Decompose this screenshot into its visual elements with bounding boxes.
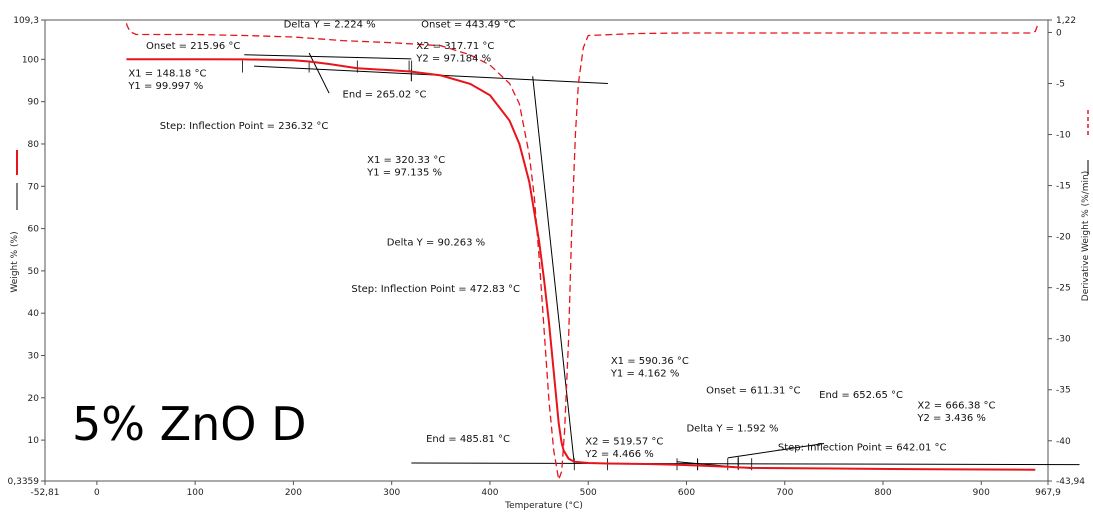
x-tick-label: 100	[187, 488, 204, 498]
annotation-label: Delta Y = 1.592 %	[686, 424, 778, 435]
annotation-label: Step: Inflection Point = 236.32 °C	[160, 121, 329, 132]
y-tick-label: 70	[28, 182, 40, 192]
y-tick-label: 30	[28, 351, 40, 361]
annotation-line	[727, 443, 825, 459]
y-tick-label: 0,3359	[8, 477, 40, 487]
annotation-label: Y2 = 97.184 %	[415, 53, 491, 64]
x-tick-label: 500	[580, 488, 597, 498]
y-tick-label: 20	[28, 394, 40, 404]
y-axis-title: Weight % (%)	[10, 231, 20, 292]
y-tick-label: 109,3	[13, 16, 39, 26]
weight-curve	[126, 58, 1036, 471]
annotation-label: Onset = 443.49 °C	[421, 20, 515, 31]
y2-tick-label: 1,22	[1056, 16, 1076, 26]
y2-tick-label: -40	[1056, 437, 1071, 447]
annotation-label: X1 = 590.36 °C	[611, 356, 689, 367]
annotation-label: Onset = 611.31 °C	[706, 386, 800, 397]
annotation-line	[411, 462, 1080, 466]
annotation-label: Delta Y = 90.263 %	[387, 237, 485, 248]
annotation-label: X1 = 148.18 °C	[128, 68, 206, 79]
plot-frame	[44, 19, 1049, 482]
y-tick-label: 80	[28, 140, 40, 150]
y-tick-label: 90	[28, 98, 40, 108]
y2-axis-title: Derivative Weight % (%/min)	[1081, 171, 1091, 301]
annotation-label: X2 = 317.71 °C	[416, 41, 494, 52]
x-axis-title: Temperature (°C)	[504, 501, 583, 511]
y-tick-label: 100	[22, 55, 39, 65]
y2-tick-label: -20	[1056, 233, 1071, 243]
sample-label: 5% ZnO D	[72, 397, 307, 451]
y-tick-label: 50	[28, 267, 40, 277]
x-tick-label: 700	[776, 488, 793, 498]
annotation-line	[308, 52, 330, 94]
annotation-label: Step: Inflection Point = 472.83 °C	[351, 284, 520, 295]
derivative-weight-curve	[125, 23, 1039, 483]
x-tick-label: 300	[383, 488, 400, 498]
y2-tick-label: -43,94	[1056, 477, 1085, 487]
annotation-label: Y1 = 97.135 %	[366, 168, 442, 179]
y2-tick-label: -25	[1056, 284, 1071, 294]
y2-tick-label: -30	[1056, 335, 1071, 345]
annotation-label: Y1 = 4.162 %	[610, 369, 680, 380]
annotation-label: X2 = 519.57 °C	[585, 436, 663, 447]
annotation-label: Y2 = 4.466 %	[584, 449, 654, 460]
y2-tick-label: -15	[1056, 182, 1071, 192]
annotation-label: X1 = 320.33 °C	[367, 155, 445, 166]
y-tick-label: 40	[28, 309, 40, 319]
annotation-line	[244, 54, 412, 60]
y2-tick-label: 0	[1056, 28, 1062, 38]
annotation-label: X2 = 666.38 °C	[917, 400, 995, 411]
annotation-label: Y2 = 3.436 %	[916, 413, 986, 424]
x-tick-label: 900	[973, 488, 990, 498]
x-tick-label: 600	[678, 488, 695, 498]
annotation-label: Y1 = 99.997 %	[127, 81, 203, 92]
x-tick-label: 800	[874, 488, 891, 498]
annotation-label: End = 485.81 °C	[426, 434, 510, 445]
annotation-label: End = 652.65 °C	[819, 390, 903, 401]
y2-tick-label: -10	[1056, 131, 1071, 141]
annotation-label: Delta Y = 2.224 %	[284, 20, 376, 31]
annotation-line	[532, 76, 575, 464]
annotation-label: Onset = 215.96 °C	[146, 41, 240, 52]
annotation-label: End = 265.02 °C	[343, 89, 427, 100]
y-tick-label: 60	[28, 225, 40, 235]
y2-tick-label: -5	[1056, 79, 1065, 89]
x-tick-label: -52,81	[30, 488, 59, 498]
annotation-label: Step: Inflection Point = 642.01 °C	[778, 443, 947, 454]
x-tick-label: 400	[481, 488, 498, 498]
x-tick-label: 0	[94, 488, 100, 498]
y2-tick-label: -35	[1056, 386, 1071, 396]
y-tick-label: 10	[28, 436, 40, 446]
x-tick-label: 200	[285, 488, 302, 498]
x-tick-label: 967,9	[1035, 488, 1061, 498]
